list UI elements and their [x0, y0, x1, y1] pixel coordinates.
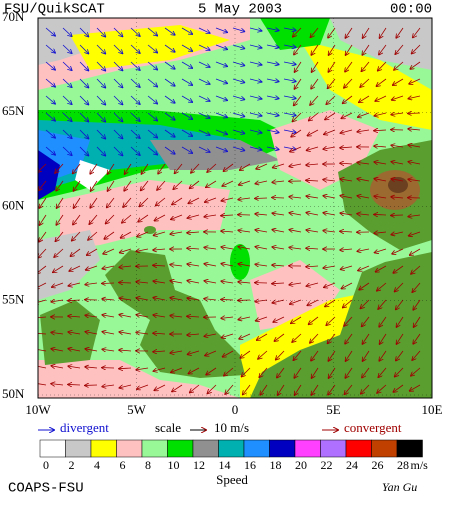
- lat-label: 60N: [2, 197, 25, 212]
- wind-arrow: [374, 214, 386, 215]
- colorbar-box: [244, 440, 270, 457]
- mountains: [388, 177, 408, 193]
- colorbar-label: 8: [145, 458, 151, 472]
- colorbar-label: 14: [219, 458, 231, 472]
- colorbar-label: 6: [120, 458, 126, 472]
- colorbar-box: [117, 440, 143, 457]
- colorbar-box: [40, 440, 66, 457]
- legend-divergent: divergent: [60, 420, 109, 435]
- colorbar-label: 12: [193, 458, 205, 472]
- colorbar-box: [168, 440, 194, 457]
- colorbar-label: 4: [94, 458, 100, 472]
- colorbar-label: 28: [397, 458, 409, 472]
- wind-arrow: [272, 197, 284, 198]
- credit: COAPS-FSU: [8, 481, 84, 497]
- lon-label: 10E: [422, 402, 443, 417]
- colorbar-title: Speed: [216, 472, 248, 487]
- colorbar-label: 10: [168, 458, 180, 472]
- lat-label: 55N: [2, 292, 25, 307]
- wind-arrow: [221, 299, 233, 300]
- author: Yan Gu: [382, 480, 417, 494]
- colorbar-box: [193, 440, 219, 457]
- colorbar-box: [372, 440, 398, 457]
- colorbar-label: 2: [69, 458, 75, 472]
- lon-label: 0: [232, 402, 239, 417]
- lat-label: 65N: [2, 103, 25, 118]
- colorbar-label: 24: [346, 458, 358, 472]
- colorbar-box: [66, 440, 92, 457]
- colorbar-box: [346, 440, 372, 457]
- colorbar-box: [397, 440, 423, 457]
- colorbar-label: 20: [295, 458, 307, 472]
- lon-label: 5W: [127, 402, 147, 417]
- legend-convergent: convergent: [344, 420, 402, 435]
- colorbar-label: 16: [244, 458, 256, 472]
- date: 5 May 2003: [198, 2, 282, 18]
- wind-arrow: [119, 282, 131, 283]
- colorbar-box: [91, 440, 117, 457]
- wind-arrow: [68, 384, 80, 385]
- colorbar-box: [270, 440, 296, 457]
- legend-scale: scale: [155, 420, 181, 435]
- legend-scale-value: 10 m/s: [214, 420, 249, 435]
- colorbar-box: [142, 440, 168, 457]
- lon-label: 5E: [326, 402, 341, 417]
- colorbar-box: [295, 440, 321, 457]
- lat-label: 50N: [2, 386, 25, 401]
- colorbar-label: 0: [43, 458, 49, 472]
- colorbar-box: [219, 440, 245, 457]
- colorbar-label: 26: [372, 458, 384, 472]
- map: [34, 18, 432, 398]
- speed-zone: [230, 244, 250, 280]
- time: 00:00: [390, 2, 432, 18]
- colorbar-label: 22: [321, 458, 333, 472]
- colorbar-unit: m/s: [411, 458, 429, 472]
- colorbar-box: [321, 440, 347, 457]
- lat-label: 70N: [2, 9, 25, 24]
- lon-label: 10W: [25, 402, 51, 417]
- colorbar-label: 18: [270, 458, 282, 472]
